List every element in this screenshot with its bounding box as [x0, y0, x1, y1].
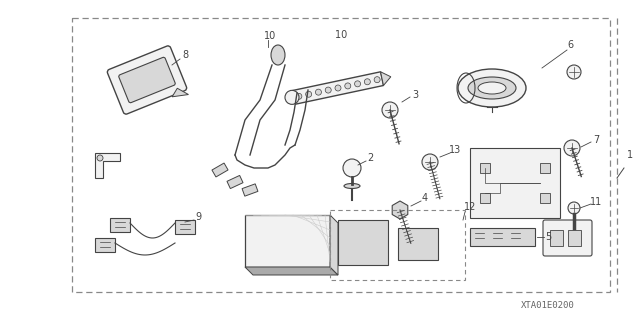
Text: 12: 12 — [464, 202, 476, 212]
FancyBboxPatch shape — [543, 220, 592, 256]
Circle shape — [364, 79, 371, 85]
Text: 6: 6 — [567, 40, 573, 50]
Text: 10: 10 — [335, 30, 350, 40]
Polygon shape — [381, 72, 391, 85]
Polygon shape — [330, 215, 338, 275]
Bar — [242, 184, 258, 196]
Bar — [550, 230, 563, 246]
Bar — [540, 193, 550, 203]
Bar — [72, 18, 610, 292]
Bar — [95, 238, 115, 252]
Circle shape — [285, 90, 299, 104]
Circle shape — [568, 202, 580, 214]
Circle shape — [345, 83, 351, 89]
Bar — [568, 230, 581, 246]
Polygon shape — [172, 88, 188, 97]
Bar — [330, 210, 465, 280]
Polygon shape — [245, 267, 338, 275]
Bar — [398, 228, 438, 260]
Text: 11: 11 — [590, 197, 602, 207]
Bar — [245, 215, 330, 267]
Circle shape — [343, 159, 361, 177]
Text: 2: 2 — [367, 153, 373, 163]
Text: 8: 8 — [182, 50, 188, 60]
Text: 3: 3 — [412, 90, 418, 100]
Text: 1: 1 — [627, 150, 633, 160]
Ellipse shape — [344, 183, 360, 189]
Circle shape — [569, 225, 579, 235]
Ellipse shape — [478, 82, 506, 94]
Circle shape — [335, 85, 341, 91]
Text: 4: 4 — [422, 193, 428, 203]
Circle shape — [422, 154, 438, 170]
Text: XTA01E0200: XTA01E0200 — [521, 300, 575, 309]
Text: 7: 7 — [593, 135, 599, 145]
Circle shape — [355, 81, 360, 87]
Ellipse shape — [468, 77, 516, 99]
Circle shape — [564, 140, 580, 156]
Ellipse shape — [271, 45, 285, 65]
Circle shape — [382, 102, 398, 118]
FancyBboxPatch shape — [119, 57, 175, 103]
Bar — [227, 175, 243, 189]
Bar — [110, 218, 130, 232]
Bar — [470, 228, 535, 246]
Circle shape — [296, 93, 302, 99]
Text: 10: 10 — [264, 31, 276, 41]
Bar — [338, 220, 388, 265]
FancyBboxPatch shape — [108, 46, 187, 114]
Text: 5: 5 — [545, 232, 551, 242]
Ellipse shape — [458, 69, 526, 107]
Circle shape — [325, 87, 332, 93]
Circle shape — [97, 155, 103, 161]
Polygon shape — [392, 201, 408, 219]
Text: 13: 13 — [449, 145, 461, 155]
Circle shape — [306, 91, 312, 97]
Bar — [175, 220, 195, 234]
Bar — [480, 163, 490, 173]
Circle shape — [374, 77, 380, 83]
Text: 9: 9 — [195, 212, 201, 222]
Bar — [212, 163, 228, 177]
Circle shape — [567, 65, 581, 79]
Circle shape — [316, 89, 321, 95]
Polygon shape — [292, 72, 383, 104]
Polygon shape — [95, 153, 120, 178]
Bar — [540, 163, 550, 173]
Bar — [470, 148, 560, 218]
Bar — [480, 193, 490, 203]
